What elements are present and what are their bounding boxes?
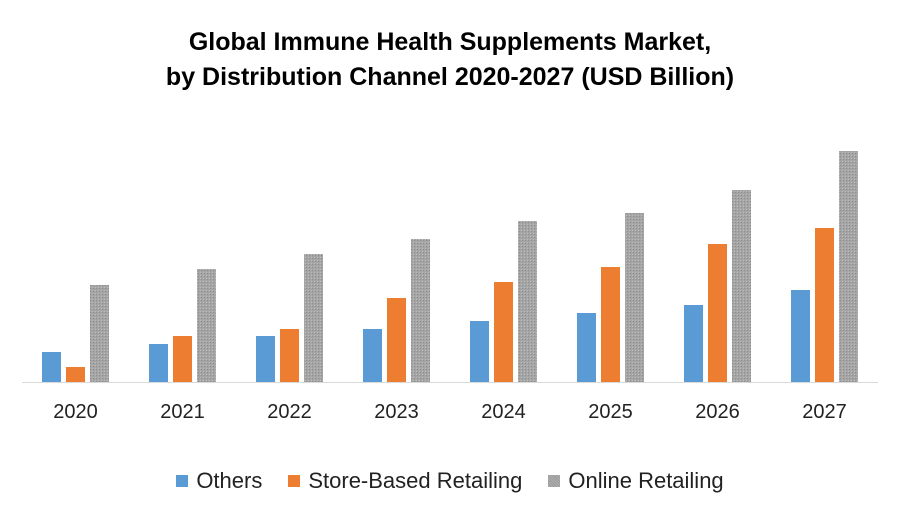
bar-online-retailing-2023: [411, 239, 430, 382]
bar-online-retailing-2027: [839, 151, 858, 382]
x-tick-label: 2026: [695, 401, 740, 423]
bar-others-2021: [149, 344, 168, 382]
bar-online-retailing-2022: [304, 254, 323, 382]
x-tick-label: 2027: [802, 401, 847, 423]
bar-others-2026: [684, 305, 703, 382]
bar-online-retailing-2024: [518, 221, 537, 382]
x-tick-label: 2022: [267, 401, 312, 423]
legend-swatch: [548, 475, 561, 487]
bar-store-based-retailing-2023: [387, 298, 406, 382]
legend-item-store-based: Store-Based Retailing: [288, 468, 522, 494]
x-tick-label: 2020: [53, 401, 98, 423]
bar-others-2022: [256, 336, 275, 382]
bar-online-retailing-2020: [90, 285, 109, 382]
legend-label: Others: [196, 468, 263, 493]
legend-label: Online Retailing: [568, 468, 724, 493]
bar-online-retailing-2025: [625, 213, 644, 382]
bar-store-based-retailing-2027: [815, 228, 834, 382]
bar-store-based-retailing-2026: [708, 244, 727, 382]
legend-item-others: Others: [176, 468, 262, 494]
chart-title: Global Immune Health Supplements Market,: [188, 28, 712, 56]
legend-item-online: Online Retailing: [548, 468, 724, 494]
bar-store-based-retailing-2022: [280, 329, 299, 382]
x-tick-label: 2021: [160, 401, 205, 423]
bar-store-based-retailing-2020: [66, 367, 85, 382]
bar-store-based-retailing-2024: [494, 282, 513, 382]
legend-swatch: [288, 475, 301, 487]
x-tick-label: 2024: [481, 401, 526, 423]
legend: Others Store-Based Retailing Online Reta…: [0, 468, 900, 494]
bar-others-2025: [577, 313, 596, 382]
bar-others-2023: [363, 329, 382, 382]
bar-others-2027: [791, 290, 810, 382]
legend-swatch: [176, 475, 189, 487]
legend-label: Store-Based Retailing: [308, 468, 523, 493]
x-tick-label: 2025: [588, 401, 633, 423]
bar-online-retailing-2026: [732, 190, 751, 382]
bar-online-retailing-2021: [197, 269, 216, 382]
bar-others-2024: [470, 321, 489, 382]
bar-others-2020: [42, 352, 61, 382]
chart-subtitle: by Distribution Channel 2020-2027 (USD B…: [165, 63, 735, 91]
bar-store-based-retailing-2021: [173, 336, 192, 382]
x-tick-label: 2023: [374, 401, 419, 423]
bar-store-based-retailing-2025: [601, 267, 620, 382]
